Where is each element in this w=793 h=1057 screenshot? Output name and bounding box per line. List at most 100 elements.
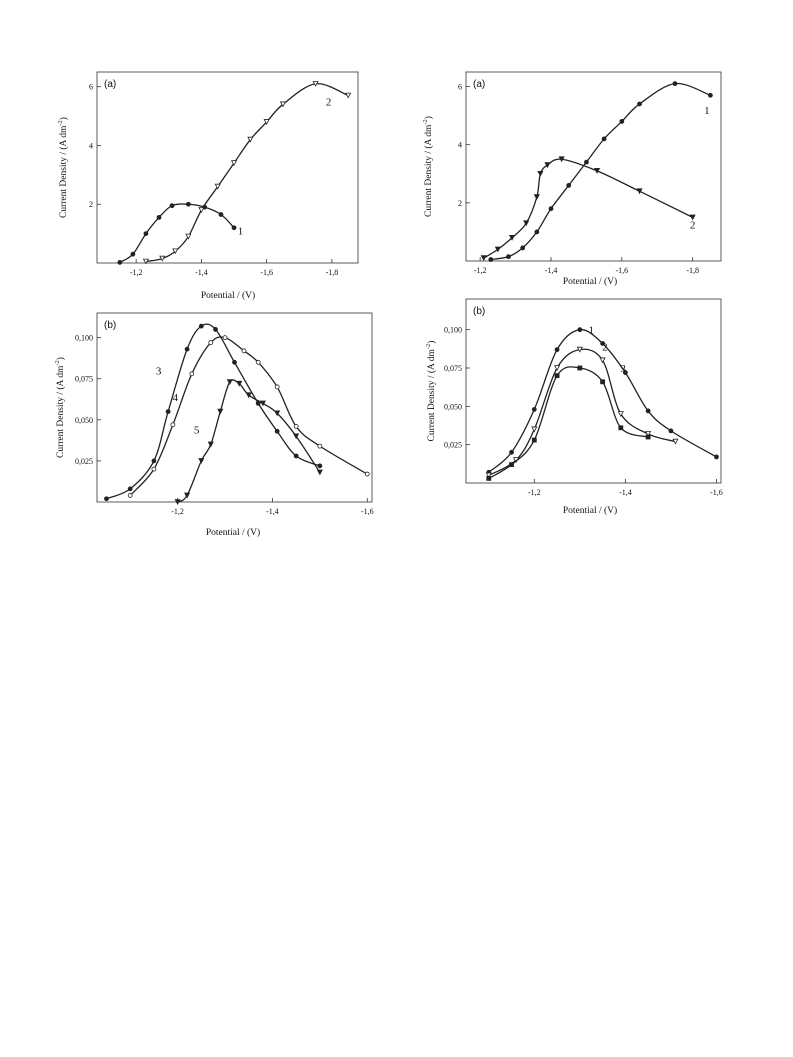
x-tick-label: -1,2 bbox=[130, 268, 143, 277]
series-label: 2 bbox=[326, 96, 332, 108]
data-point bbox=[156, 215, 162, 220]
data-point bbox=[143, 231, 149, 237]
data-point bbox=[274, 384, 280, 390]
data-point bbox=[130, 251, 136, 257]
series-line bbox=[177, 379, 321, 503]
data-point bbox=[198, 323, 204, 329]
data-point bbox=[293, 423, 299, 429]
series-label: 3 bbox=[620, 363, 626, 375]
data-point bbox=[554, 365, 561, 372]
series-1: 1 bbox=[488, 81, 713, 262]
series-label: 1 bbox=[238, 226, 244, 238]
y-tick-label: 0,100 bbox=[444, 326, 462, 335]
data-point bbox=[534, 229, 540, 235]
data-point bbox=[637, 101, 642, 107]
data-point bbox=[593, 168, 601, 174]
y-axis-label: Current Density / (A dm-2) bbox=[54, 357, 66, 458]
y-tick-label: 2 bbox=[89, 200, 93, 209]
data-point bbox=[531, 406, 537, 412]
data-point bbox=[707, 92, 713, 98]
x-tick-label: -1,4 bbox=[545, 266, 558, 275]
y-tick-label: 0,075 bbox=[444, 364, 462, 373]
data-point bbox=[601, 136, 607, 142]
data-point bbox=[617, 411, 624, 418]
data-point bbox=[174, 499, 181, 506]
data-point bbox=[293, 453, 299, 459]
data-point bbox=[364, 471, 370, 477]
y-axis-label: Current Density / (A dm-2) bbox=[57, 117, 69, 218]
data-point bbox=[531, 437, 537, 443]
data-point bbox=[222, 335, 228, 341]
data-point bbox=[548, 206, 554, 212]
data-point bbox=[184, 346, 190, 352]
data-point bbox=[226, 379, 233, 386]
data-point bbox=[214, 183, 221, 190]
data-point bbox=[577, 327, 583, 333]
panel-label: (b) bbox=[473, 306, 485, 317]
data-point bbox=[558, 156, 565, 163]
data-point bbox=[142, 258, 150, 265]
data-point bbox=[316, 469, 323, 476]
series-label: 2 bbox=[602, 342, 608, 354]
data-point bbox=[185, 233, 192, 240]
chart-panel-1: (a) -1,2 -1,4 -1,6 -1,8 2 4 6 Potential / (V) Cur… bbox=[57, 71, 359, 301]
data-point bbox=[600, 341, 606, 346]
data-point bbox=[480, 255, 487, 262]
series-line bbox=[490, 82, 711, 261]
series-label: 3 bbox=[156, 366, 162, 378]
data-point bbox=[577, 365, 583, 371]
y-tick-label: 2 bbox=[458, 199, 462, 208]
series-3: 3 bbox=[486, 363, 651, 481]
data-point bbox=[151, 458, 157, 464]
data-point bbox=[241, 348, 247, 354]
data-point bbox=[232, 359, 237, 365]
data-point bbox=[600, 379, 606, 385]
chart-panel-4: (b) -1,2 -1,4 -1,6 0,025 0,050 0,075 0,100 Poten… bbox=[425, 298, 723, 516]
data-point bbox=[509, 462, 514, 468]
data-point bbox=[159, 255, 166, 262]
data-point bbox=[198, 458, 205, 464]
data-point bbox=[169, 203, 175, 209]
x-tick-label: -1,8 bbox=[326, 268, 339, 277]
data-point bbox=[151, 466, 157, 472]
x-tick-label: -1,4 bbox=[619, 488, 632, 497]
data-point bbox=[531, 426, 538, 433]
data-point bbox=[274, 428, 280, 434]
series-1: 1 bbox=[117, 201, 244, 265]
data-point bbox=[217, 408, 224, 415]
series-label: 5 bbox=[194, 425, 200, 437]
panel-label: (a) bbox=[473, 79, 485, 90]
plot-frame bbox=[96, 71, 359, 264]
data-point bbox=[509, 449, 514, 455]
x-tick-label: -1,4 bbox=[195, 268, 208, 277]
data-point bbox=[345, 92, 352, 99]
data-point bbox=[645, 408, 651, 414]
data-point bbox=[486, 475, 492, 481]
data-point bbox=[554, 347, 560, 353]
series-label: 1 bbox=[704, 105, 710, 117]
series-line bbox=[119, 203, 235, 263]
data-point bbox=[668, 428, 674, 434]
data-point bbox=[566, 182, 572, 188]
data-point bbox=[208, 340, 214, 345]
series-5: 5 bbox=[174, 379, 323, 506]
x-tick-label: -1,4 bbox=[266, 507, 279, 516]
series-2: 2 bbox=[142, 80, 352, 265]
data-point bbox=[622, 370, 628, 376]
panel-label: (b) bbox=[104, 320, 116, 331]
series-1: 1 bbox=[486, 325, 719, 475]
series-2: 2 bbox=[485, 342, 679, 479]
y-tick-label: 0,025 bbox=[444, 441, 462, 450]
data-point bbox=[117, 260, 123, 265]
data-point bbox=[293, 433, 300, 440]
y-tick-label: 0,100 bbox=[75, 334, 93, 343]
data-point bbox=[533, 194, 540, 201]
series-line bbox=[488, 329, 717, 473]
y-axis-label: Current Density / (A dm-2) bbox=[425, 341, 437, 442]
data-point bbox=[259, 400, 267, 407]
x-tick-label: -1,6 bbox=[361, 507, 374, 516]
y-tick-label: 4 bbox=[458, 141, 462, 150]
data-point bbox=[645, 431, 652, 437]
series-line bbox=[129, 336, 368, 496]
